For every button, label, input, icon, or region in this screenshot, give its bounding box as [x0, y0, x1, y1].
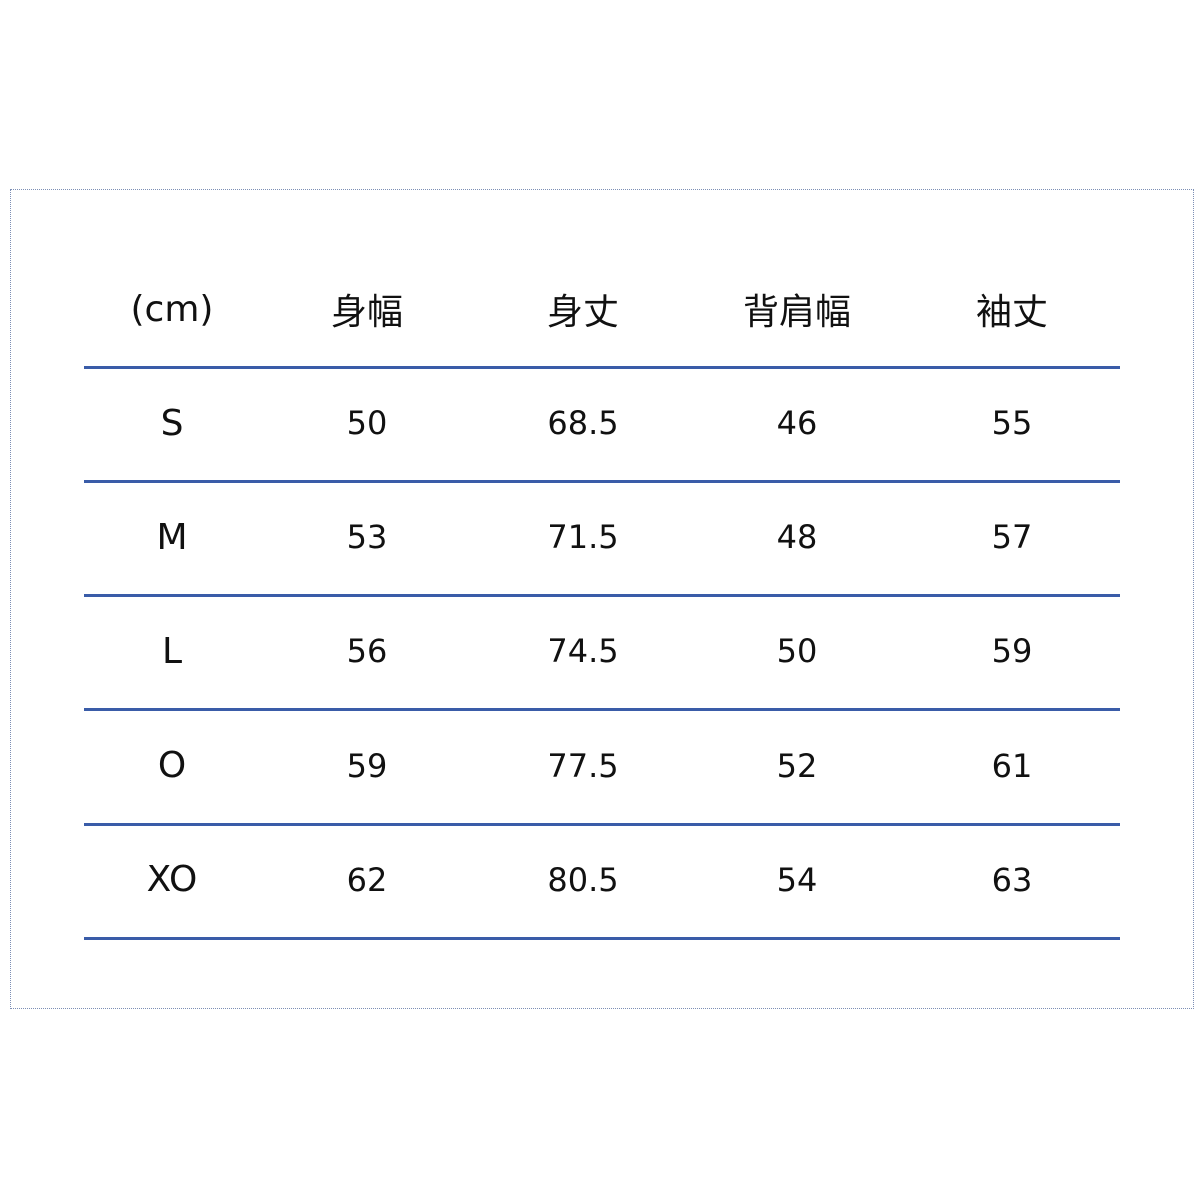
measurement-cell: 62 [346, 860, 388, 899]
size-label: O [157, 745, 187, 787]
measurement-cell: 59 [346, 746, 388, 785]
chart-frame [10, 189, 1194, 1009]
column-header: 身丈 [546, 292, 619, 333]
measurement-cell: 54 [776, 860, 818, 899]
measurement-cell: 53 [346, 518, 388, 557]
measurement-cell: 71.5 [547, 518, 619, 557]
column-header: 袖丈 [975, 292, 1048, 333]
table-row: S 50 68.5 46 55 [84, 366, 1120, 483]
table-row: XO 62 80.5 54 63 [84, 823, 1120, 940]
measurement-cell: 80.5 [547, 860, 619, 899]
size-label: S [160, 402, 184, 444]
measurement-cell: 56 [346, 632, 388, 671]
column-header: 身幅 [330, 292, 403, 333]
size-label: XO [146, 859, 198, 901]
table-row: M 53 71.5 48 57 [84, 480, 1120, 598]
header-row: (cm) 身幅 身丈 背肩幅 袖丈 [84, 252, 1120, 369]
measurement-cell: 50 [776, 632, 818, 671]
table-row: O 59 77.5 52 61 [84, 709, 1120, 826]
measurement-cell: 52 [776, 746, 818, 785]
size-label: L [161, 630, 183, 672]
measurement-cell: 74.5 [547, 632, 619, 671]
measurement-cell: 61 [991, 746, 1033, 785]
measurement-cell: 77.5 [547, 746, 619, 785]
table-row: L 56 74.5 50 59 [84, 594, 1120, 712]
unit-label: (cm) [130, 288, 214, 330]
measurement-cell: 68.5 [547, 404, 619, 442]
size-label: M [156, 516, 188, 558]
measurement-cell: 57 [991, 518, 1033, 557]
measurement-cell: 59 [991, 632, 1033, 671]
measurement-cell: 55 [991, 404, 1033, 442]
measurement-cell: 63 [991, 860, 1033, 899]
measurement-cell: 48 [776, 518, 818, 557]
column-header: 背肩幅 [742, 292, 851, 333]
measurement-cell: 46 [776, 404, 818, 442]
measurement-cell: 50 [346, 404, 388, 442]
